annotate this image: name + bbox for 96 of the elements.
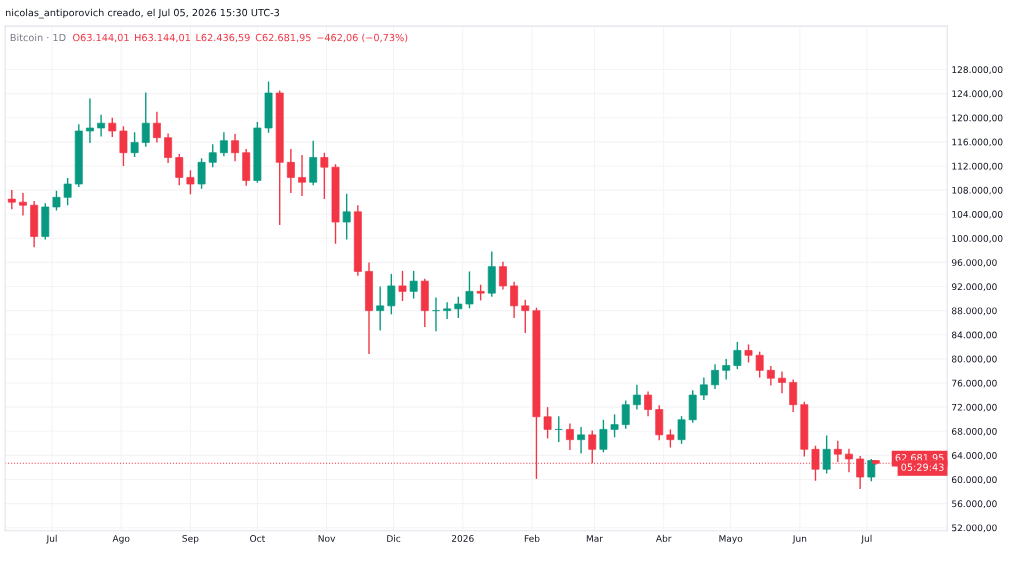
x-tick-label: Abr xyxy=(655,534,672,542)
candlestick xyxy=(621,399,630,430)
y-tick-label: 64.000,00 xyxy=(952,452,997,460)
candlestick xyxy=(63,177,72,206)
y-tick-label: 88.000,00 xyxy=(951,307,997,316)
text: nicolas_antiporovich creado, el Jul 05, 2026 15:30 UTC-3 xyxy=(6,8,280,19)
candlestick xyxy=(744,343,753,364)
x-tick-label: Jun xyxy=(792,535,807,544)
candlestick xyxy=(499,261,507,291)
candlestick xyxy=(298,154,306,197)
x-tick-label: Oct xyxy=(250,535,265,542)
y-tick-label: 124.000,00 xyxy=(952,90,1003,99)
candlestick xyxy=(822,434,831,475)
candlestick xyxy=(387,273,396,315)
annotation: −462,06 (−0,73%) xyxy=(317,33,408,43)
candlestick xyxy=(97,114,106,138)
y-tick-label: 80.000,00 xyxy=(951,355,997,364)
candlestick xyxy=(376,285,385,332)
y-tick-label: 120.000,00 xyxy=(952,114,1003,123)
candlestick xyxy=(141,91,150,148)
candlestick xyxy=(722,358,731,381)
y-tick-label: 56.000,00 xyxy=(952,500,997,509)
y-tick-label: 84.000,00 xyxy=(951,331,997,340)
candlestick xyxy=(320,152,329,200)
candlestick xyxy=(52,189,61,212)
candlestick xyxy=(197,157,206,190)
x-tick-label: Sep xyxy=(182,535,199,544)
candlestick xyxy=(119,125,128,167)
candlestick xyxy=(153,111,161,144)
y-tick-label: 128.000,00 xyxy=(952,66,1003,74)
y-tick-label: 108.000,00 xyxy=(952,186,1003,195)
annotation: H63.144,01 xyxy=(135,33,190,43)
candlestick xyxy=(699,376,708,401)
annotation: 05:29:43 xyxy=(901,463,944,471)
candlestick xyxy=(711,363,719,390)
candlestick xyxy=(766,365,775,387)
ref-line-label: 62.681,95 xyxy=(895,454,944,463)
candlestick xyxy=(521,299,530,334)
annotation: L62.436,59 xyxy=(196,33,250,43)
candlestick xyxy=(610,413,619,438)
y-tick-label: 92.000,00 xyxy=(951,283,997,292)
candlestick xyxy=(7,189,16,211)
candlestick xyxy=(599,419,608,454)
candlestick xyxy=(666,428,675,449)
x-tick-label: Feb xyxy=(524,534,540,542)
y-tick-label: 104.000,00 xyxy=(952,210,1003,219)
candlestick xyxy=(789,378,798,413)
candlestick xyxy=(286,148,295,194)
candlestick xyxy=(566,422,574,451)
candlestick xyxy=(175,153,184,186)
candlestick xyxy=(632,384,641,411)
x-tick-label: 2026 xyxy=(451,535,474,542)
candlestick xyxy=(554,415,563,443)
candlestick xyxy=(733,341,742,370)
annotation: O63.144,01 xyxy=(73,33,129,43)
candlestick xyxy=(130,131,139,158)
candlestick xyxy=(86,97,94,144)
candlestick xyxy=(231,133,239,162)
x-tick-label: Nov xyxy=(318,535,336,542)
candlestick xyxy=(755,350,764,379)
x-tick-label: Jul xyxy=(46,534,57,544)
y-tick-label: 100.000,00 xyxy=(952,235,1003,243)
candlestick xyxy=(577,426,586,455)
y-tick-label: 52.000,00 xyxy=(952,524,997,533)
candlestick xyxy=(219,131,228,158)
candlestick xyxy=(409,270,418,300)
y-tick-label: 112.000,00 xyxy=(952,162,1003,171)
y-tick-label: 116.000,00 xyxy=(952,138,1003,147)
x-tick-label: Jul xyxy=(860,534,872,544)
candlestick xyxy=(644,390,652,417)
y-tick-label: 60.000,00 xyxy=(952,476,997,484)
candlestick xyxy=(443,301,452,320)
candlestick xyxy=(164,132,173,164)
x-tick-label: Dic xyxy=(387,534,401,542)
x-tick-label: Mar xyxy=(586,535,603,542)
y-tick-label: 76.000,00 xyxy=(952,379,997,388)
y-tick-label: 72.000,00 xyxy=(952,403,997,412)
candlestick xyxy=(677,415,686,445)
candlestick xyxy=(432,296,440,332)
candlestick xyxy=(342,193,351,241)
x-tick-label: Ago xyxy=(112,535,130,544)
candlestick xyxy=(778,370,786,394)
x-tick-label: Mayo xyxy=(719,535,743,544)
candlestick xyxy=(108,117,117,138)
candlestick xyxy=(208,143,217,168)
candlestick xyxy=(19,192,27,217)
y-tick-label: 96.000,00 xyxy=(951,259,997,267)
y-tick-label: 68.000,00 xyxy=(952,427,997,436)
text: Bitcoin · 1D xyxy=(10,33,66,42)
candlestick xyxy=(543,406,552,440)
candlestick xyxy=(510,281,519,319)
candlestick xyxy=(186,169,195,195)
candlestick xyxy=(454,296,463,319)
annotation: C62.681,95 xyxy=(255,33,311,43)
candlestick xyxy=(398,270,407,302)
candlestick xyxy=(465,270,474,309)
